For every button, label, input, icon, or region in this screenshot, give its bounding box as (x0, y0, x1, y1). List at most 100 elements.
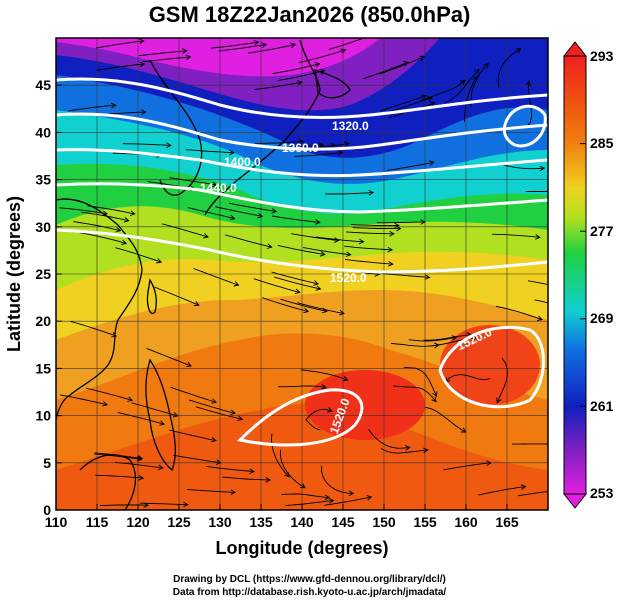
streamline (425, 406, 467, 433)
streamline (247, 44, 296, 54)
streamline-arrow (237, 415, 244, 422)
streamline-arrow (110, 102, 117, 109)
streamline-arrow (556, 442, 561, 447)
x-tick-label: 155 (413, 514, 437, 530)
streamline (376, 221, 425, 224)
streamline (255, 140, 304, 144)
streamline-arrow (115, 226, 122, 233)
streamline (95, 474, 144, 479)
streamline (324, 496, 372, 506)
streamline-arrow (324, 494, 331, 501)
streamline (352, 227, 401, 230)
y-tick-label: 15 (35, 360, 51, 376)
streamline (187, 488, 236, 493)
streamline (185, 149, 234, 154)
streamline (131, 402, 178, 417)
streamline (272, 63, 320, 75)
streamline-arrow (229, 214, 236, 221)
streamline-arrow (427, 96, 433, 102)
contour-label: 1320.0 (332, 119, 369, 133)
streamline (195, 406, 243, 420)
streamline (495, 305, 543, 321)
streamline (470, 63, 489, 107)
streamline-arrow (294, 288, 301, 295)
streamline-arrow (186, 361, 192, 368)
streamline (206, 465, 255, 472)
streamline (350, 224, 399, 226)
streamline-arrow (229, 149, 235, 156)
streamline-arrow (515, 48, 522, 54)
streamline-arrow (420, 94, 427, 100)
streamline-arrow (333, 237, 340, 243)
streamline-arrow (138, 475, 145, 481)
streamline (228, 202, 277, 212)
streamline (512, 443, 548, 445)
streamline (496, 357, 508, 403)
streamline-arrow (387, 246, 394, 253)
streamline-arrow (525, 80, 532, 86)
streamline (161, 223, 209, 238)
streamline-arrow (395, 225, 402, 232)
streamline (218, 43, 267, 52)
streamline-arrow (211, 398, 217, 404)
streamline-arrow (257, 212, 264, 219)
colorbar-top-arrow (562, 41, 588, 57)
streamline-arrow (266, 243, 273, 249)
streamline-arrow (313, 280, 320, 286)
streamline (253, 278, 300, 293)
x-axis-title: Longitude (degrees) (215, 538, 388, 558)
streamline (380, 447, 428, 454)
streamline-arrow (203, 233, 209, 239)
streamline (525, 190, 548, 192)
coastline-hokkaido (314, 69, 351, 99)
streamline-arrow (371, 38, 372, 39)
streamline-arrow (138, 38, 145, 45)
streamline (291, 233, 339, 241)
x-tick-label: 150 (372, 514, 396, 530)
streamline-arrow (249, 468, 255, 475)
streamline (390, 342, 439, 347)
streamline (168, 429, 216, 442)
streamline (87, 205, 135, 215)
streamline (81, 211, 129, 222)
streamline-arrow (496, 397, 502, 404)
streamline (59, 207, 108, 215)
streamline (225, 234, 272, 248)
streamline-arrow (319, 251, 326, 257)
streamline-arrow (181, 48, 188, 54)
streamline (305, 408, 333, 431)
streamline-arrow (296, 80, 303, 86)
streamline (464, 76, 478, 123)
streamline-arrow (298, 138, 305, 145)
streamline-arrow (358, 238, 365, 245)
streamline (294, 151, 343, 157)
streamline-arrow (419, 55, 426, 61)
streamline-arrow (520, 484, 527, 490)
streamline (380, 95, 426, 112)
streamline-arrow (211, 181, 218, 188)
streamline-arrow (102, 210, 108, 217)
streamline-arrow (460, 427, 467, 433)
colorbar: 293 285 277 269 261 253 (562, 41, 614, 509)
coastline-taiwan (146, 278, 157, 315)
grid-lines (56, 38, 548, 510)
streamline (222, 476, 271, 481)
x-tick-label: 160 (454, 514, 478, 530)
streamline-arrow (429, 101, 436, 107)
x-tick-label: 125 (167, 514, 191, 530)
streamline (277, 244, 325, 255)
streamline (70, 320, 117, 337)
coastline-philippines (145, 358, 176, 472)
streamline-arrow (328, 498, 335, 504)
streamline (139, 502, 188, 506)
contour-label: 1440.0 (200, 181, 237, 195)
contour-1520-right (438, 325, 545, 409)
streamline-arrow (156, 258, 163, 264)
streamline-arrow (326, 407, 333, 413)
streamline-arrow (340, 48, 347, 54)
streamline-arrow (129, 210, 136, 216)
x-tick-label: 140 (290, 514, 314, 530)
streamline-arrow (180, 31, 185, 36)
contour-1520-left (236, 388, 364, 447)
streamline (328, 38, 366, 50)
